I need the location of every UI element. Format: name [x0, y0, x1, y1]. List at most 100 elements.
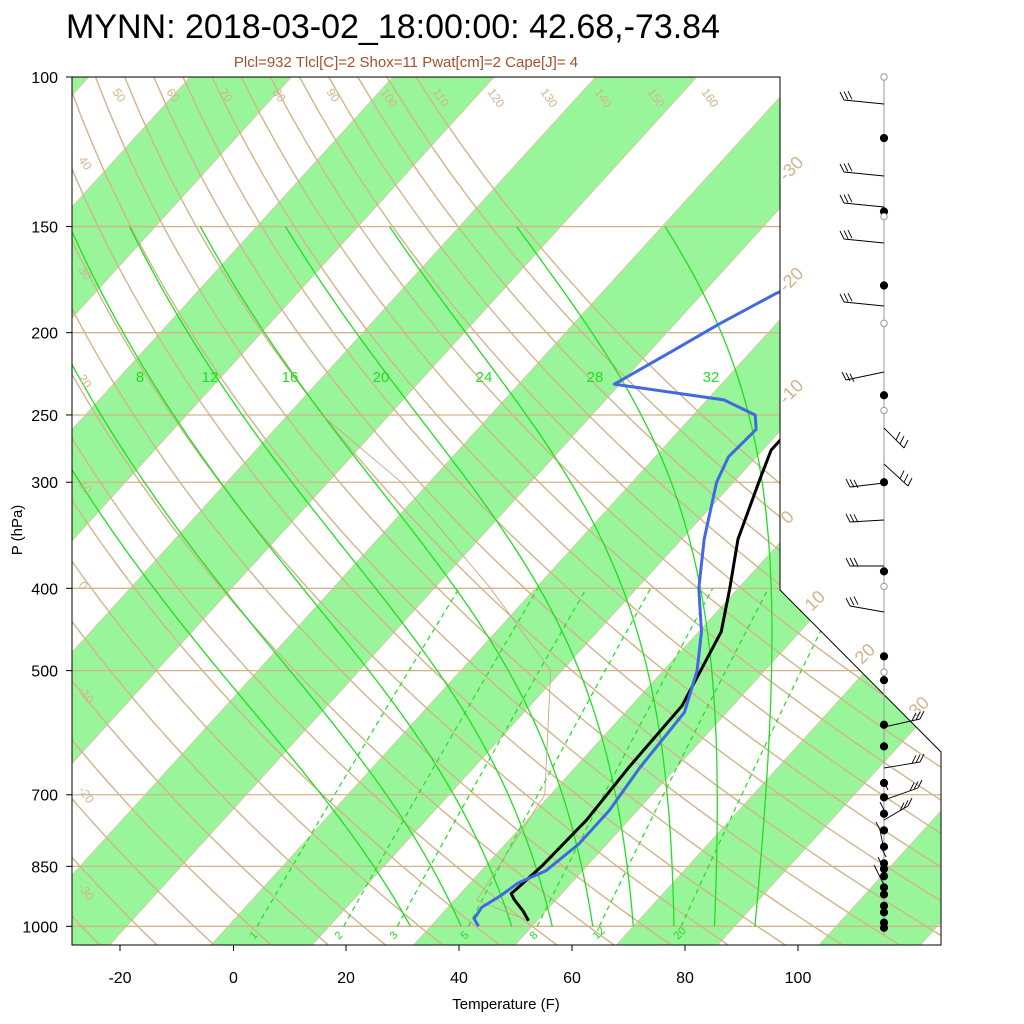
- dry-adiabat-label: 90: [324, 86, 343, 105]
- x-tick-label: 40: [450, 970, 468, 987]
- y-axis-label: P (hPa): [9, 505, 26, 556]
- wind-barb-column: [839, 73, 925, 935]
- moist-adiabat-line: [284, 226, 635, 927]
- wind-barb-feather: [899, 470, 905, 479]
- y-tick-label: 250: [31, 408, 58, 425]
- wind-barb: [843, 301, 885, 307]
- dry-adiabat-label: 50: [110, 86, 129, 105]
- isotherm-line: [702, 77, 941, 945]
- wind-barb-feather: [915, 711, 921, 721]
- wind-barb-feather: [843, 230, 849, 239]
- moist-adiabat-label: 16: [282, 369, 299, 386]
- dry-adiabat-line: [363, 77, 941, 945]
- isotherm-label: 10: [801, 587, 829, 615]
- y-tick-label: 500: [31, 664, 58, 681]
- y-tick-label: 1000: [22, 919, 58, 936]
- isotherm-line: [72, 77, 429, 945]
- mixing-ratio-line: [256, 587, 460, 927]
- wind-barb-feather: [843, 194, 849, 203]
- x-tick-label: 100: [785, 970, 812, 987]
- moist-adiabat-line: [664, 226, 773, 927]
- wind-barb-feather: [847, 292, 853, 302]
- left-side-label: 20: [76, 372, 95, 391]
- x-tick-label: 80: [676, 970, 694, 987]
- left-side-label: -20: [76, 784, 98, 807]
- dry-adiabat-line: [137, 77, 941, 945]
- dry-adiabat-line: [72, 77, 465, 945]
- dry-adiabat-line: [335, 77, 941, 945]
- dry-adiabat-line: [72, 77, 869, 945]
- dry-adiabat-label: 120: [485, 86, 508, 111]
- dry-adiabat-line: [250, 77, 941, 945]
- wind-barb: [877, 872, 885, 886]
- isotherm-label: 30: [905, 693, 933, 721]
- parcel-trace: [321, 414, 552, 922]
- wind-barb-feather: [845, 557, 851, 567]
- wind-barb-feather: [903, 439, 909, 449]
- isotherm-band: [72, 77, 327, 945]
- isotherm-line: [905, 77, 941, 945]
- dry-adiabat-line: [72, 77, 349, 945]
- wind-level-dot: [879, 720, 889, 729]
- isotherm-line: [297, 77, 941, 945]
- moist-adiabat-label: 12: [202, 369, 219, 386]
- wind-level-dot: [879, 391, 889, 400]
- x-tick-label: -20: [108, 970, 131, 987]
- wind-barb: [849, 519, 885, 523]
- wind-level-circle: [880, 582, 888, 591]
- wind-barb-feather: [903, 800, 909, 809]
- wind-barb-feather: [853, 596, 859, 605]
- wind-level-dot: [879, 281, 889, 290]
- moist-adiabat-line: [72, 226, 462, 927]
- isotherm-band: [72, 77, 733, 945]
- wind-level-dot: [879, 742, 889, 751]
- y-tick-label: 200: [31, 326, 58, 343]
- moist-adiabat-label: 28: [587, 369, 604, 386]
- plot-frame: [71, 76, 942, 946]
- y-tick-label: 100: [31, 70, 58, 87]
- wind-barb: [849, 482, 885, 488]
- wind-barb-feather: [915, 754, 921, 763]
- isotherm-line: [72, 77, 733, 945]
- isotherm-line: [0, 38, 23, 961]
- wind-barb-feather: [919, 753, 925, 763]
- isotherm-bands: [72, 77, 941, 945]
- wind-barb-feather: [899, 435, 905, 445]
- x-tick-label: 20: [337, 970, 355, 987]
- dry-adiabat-line: [307, 77, 941, 945]
- mixing-ratio-label: 3: [388, 929, 401, 942]
- mixing-ratio-line: [536, 588, 714, 927]
- y-tick-label: 150: [31, 220, 58, 237]
- wind-barb-feather: [839, 194, 845, 204]
- wind-barb: [883, 787, 919, 801]
- wind-barb-feather: [849, 479, 855, 488]
- wind-barb-feather: [907, 797, 913, 807]
- wind-level-dot: [879, 923, 889, 932]
- y-tick-label: 300: [31, 475, 58, 492]
- isotherm-line: [72, 77, 328, 945]
- wind-barb-feather: [849, 373, 855, 382]
- dry-adiabat-line: [194, 77, 941, 945]
- dry-adiabat-line: [72, 77, 580, 945]
- x-tick-label: 60: [563, 970, 581, 987]
- wind-barb-feather: [881, 848, 887, 858]
- wind-barb-feather: [877, 856, 883, 866]
- mixing-ratio-label: 12: [591, 925, 608, 942]
- dry-adiabat-line: [222, 77, 941, 945]
- y-tick-label: 850: [31, 859, 58, 876]
- wind-level-dot: [879, 652, 889, 661]
- wind-barb-feather: [853, 514, 859, 523]
- mixing-ratio-line: [467, 588, 652, 927]
- moist-adiabat-line: [516, 226, 718, 927]
- moist-adiabat-line: [72, 226, 411, 927]
- wind-barb-feather: [847, 193, 853, 203]
- isotherm-line: [803, 77, 941, 945]
- chart-subtitle: Plcl=932 Tlcl[C]=2 Shox=11 Pwat[cm]=2 Ca…: [233, 54, 579, 71]
- wind-barb-feather: [875, 821, 881, 831]
- wind-barb-feather: [839, 163, 845, 173]
- moist-adiabat-line: [389, 226, 675, 927]
- wind-level-dot: [879, 676, 889, 685]
- mixing-ratio-line: [680, 588, 843, 927]
- wind-barb: [845, 371, 885, 381]
